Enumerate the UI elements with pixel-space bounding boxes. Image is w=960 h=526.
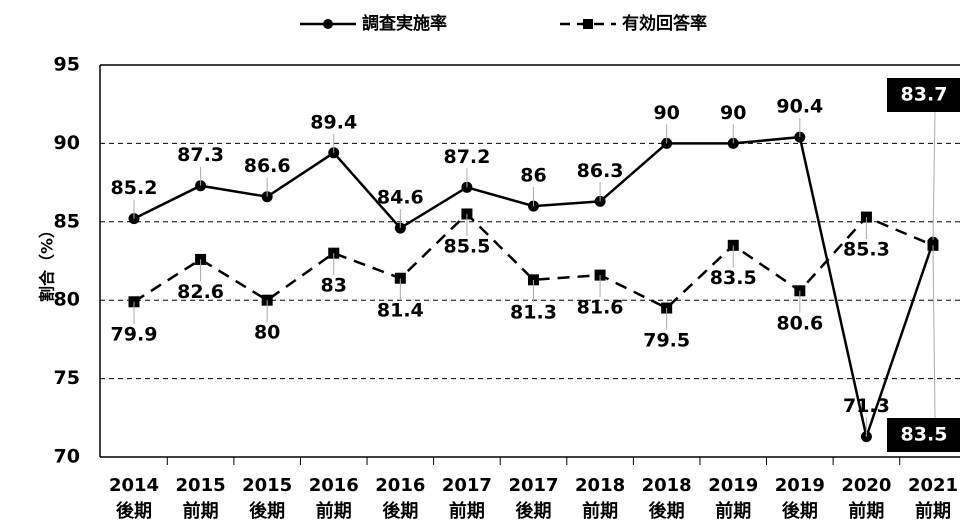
x-tick-label: 2016 後期 <box>375 475 426 522</box>
data-label: 80.6 <box>776 312 823 334</box>
data-label: 90 <box>720 102 746 124</box>
y-tick-label: 90 <box>54 132 80 154</box>
data-label: 87.2 <box>443 146 490 168</box>
data-label: 80 <box>254 322 280 344</box>
data-label: 90.4 <box>776 96 823 118</box>
data-label: 85.5 <box>443 235 490 257</box>
data-label: 81.6 <box>577 297 624 319</box>
data-label: 79.9 <box>111 323 158 345</box>
leader-line <box>932 245 936 420</box>
x-tick-label: 2017 後期 <box>508 475 559 522</box>
y-tick-label: 85 <box>54 210 80 232</box>
label-box <box>887 418 960 452</box>
data-label: 85.3 <box>843 239 890 261</box>
data-label: 83.7 <box>901 84 948 106</box>
legend-item: 調査実施率 <box>300 13 447 34</box>
data-label: 81.3 <box>510 301 557 323</box>
data-label: 83.5 <box>901 424 948 446</box>
data-label: 82.6 <box>177 281 224 303</box>
legend-label: 調査実施率 <box>362 13 447 34</box>
x-tick-label: 2015 後期 <box>242 475 293 522</box>
data-label: 71.3 <box>843 395 890 417</box>
x-tick-label: 2019 後期 <box>774 475 825 522</box>
data-label: 83.5 <box>710 267 757 289</box>
legend-label: 有効回答率 <box>622 13 707 34</box>
y-tick-label: 80 <box>54 289 80 311</box>
data-label: 83 <box>321 275 347 297</box>
legend-marker <box>323 19 333 29</box>
x-tick-label: 2015 前期 <box>175 475 226 522</box>
legend-marker <box>583 19 593 29</box>
data-label: 84.6 <box>377 187 424 209</box>
x-tick-label: 2016 前期 <box>308 475 359 522</box>
data-label: 79.5 <box>643 330 690 352</box>
x-tick-label: 2018 後期 <box>641 475 692 522</box>
y-axis-label: 割合（%） <box>38 222 57 302</box>
data-label: 86.6 <box>244 155 291 177</box>
x-tick-label: 2014 後期 <box>108 475 160 522</box>
x-tick-label: 2019 前期 <box>708 475 759 522</box>
x-tick-label: 2017 前期 <box>441 475 492 522</box>
data-label: 81.4 <box>377 300 424 322</box>
x-tick-label: 2018 前期 <box>575 475 626 522</box>
y-tick-label: 70 <box>54 446 80 468</box>
legend-item: 有効回答率 <box>560 13 707 34</box>
data-label: 85.2 <box>111 177 158 199</box>
x-tick-label: 2021 前期 <box>907 475 959 522</box>
x-tick-label: 2020 前期 <box>841 475 892 522</box>
data-label: 86.3 <box>577 160 624 182</box>
data-label: 86 <box>520 165 546 187</box>
leader-line <box>932 110 936 243</box>
y-tick-label: 75 <box>54 367 80 389</box>
label-box <box>887 78 960 112</box>
data-label: 90 <box>653 102 679 124</box>
data-label: 89.4 <box>310 111 357 133</box>
data-label: 87.3 <box>177 144 224 166</box>
y-tick-label: 95 <box>54 54 80 76</box>
